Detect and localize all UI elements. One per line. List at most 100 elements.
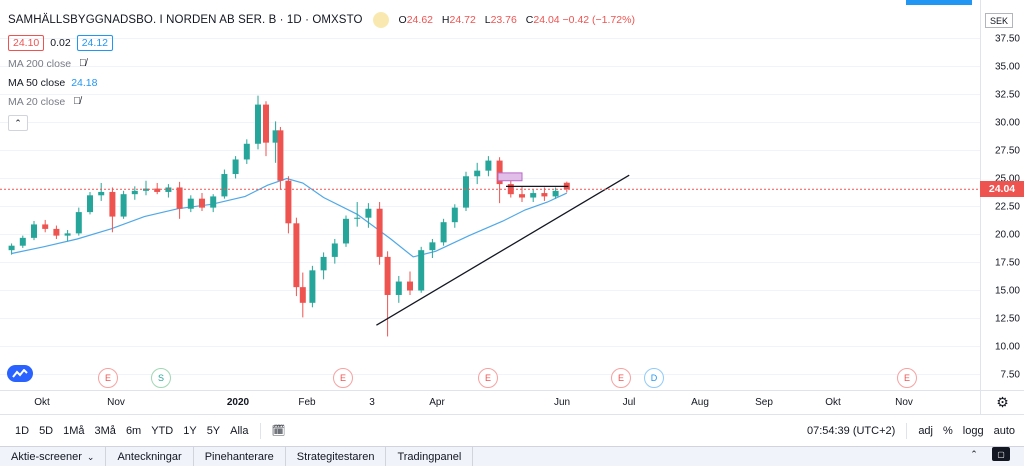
- tab-notes[interactable]: Anteckningar: [106, 447, 194, 466]
- candle-body: [376, 208, 383, 257]
- candle-body: [463, 176, 469, 208]
- earnings-marker[interactable]: E: [333, 368, 353, 388]
- range-6m-button[interactable]: 6m: [125, 424, 142, 437]
- split-marker[interactable]: S: [151, 368, 171, 388]
- bottom-toolbar: 1D 5D 1Må 3Må 6m YTD 1Y 5Y Alla 🗓 07:54:…: [0, 414, 1024, 446]
- currency-label[interactable]: SEK: [985, 13, 1013, 28]
- ohlc-close-label: C: [525, 13, 534, 26]
- eye-hidden-icon[interactable]: 👁̸: [79, 58, 87, 69]
- eye-hidden-icon[interactable]: 👁̸: [73, 96, 81, 107]
- candle-body: [98, 191, 105, 196]
- tab-pine-editor[interactable]: Pinehanterare: [194, 447, 286, 466]
- ohlc-open-value: 24.62: [406, 13, 433, 26]
- candle-body: [384, 256, 391, 295]
- candle-body: [64, 233, 71, 236]
- price-tick-label: 27.50: [994, 145, 1020, 156]
- time-tick-label: Aug: [691, 397, 709, 408]
- indicator-ma20[interactable]: MA 20 close 👁̸: [8, 92, 641, 111]
- indicator-name: MA 20 close: [8, 95, 66, 108]
- earnings-marker[interactable]: E: [897, 368, 917, 388]
- goto-date-icon[interactable]: 🗓: [271, 425, 286, 437]
- time-tick-label: Sep: [755, 397, 773, 408]
- tab-stock-screener[interactable]: Aktie-screener ⌄: [0, 447, 107, 466]
- symbol-title[interactable]: SAMHÄLLSBYGGNADSBO. I NORDEN AB SER. B ·…: [8, 13, 363, 26]
- candle-body: [221, 174, 228, 197]
- ohlc-values: O24.62 H24.72 L23.76 C24.04 −0.42 (−1.72…: [399, 14, 641, 26]
- price-tick-label: 32.50: [994, 89, 1020, 100]
- candle-body: [120, 194, 127, 217]
- log-toggle[interactable]: logg: [962, 424, 984, 437]
- ask-price[interactable]: 24.12: [76, 34, 113, 51]
- candle-body: [131, 190, 138, 195]
- candle-body: [541, 193, 548, 197]
- price-tick-label: 15.00: [994, 285, 1020, 296]
- ohlc-close-value: 24.04 −0.42 (−1.72%): [533, 13, 635, 26]
- candle-body: [354, 217, 361, 219]
- candle-body: [519, 194, 525, 198]
- chart-pane[interactable]: SAMHÄLLSBYGGNADSBO. I NORDEN AB SER. B ·…: [0, 0, 980, 390]
- candle-body: [451, 207, 458, 223]
- price-tick-label: 30.00: [994, 117, 1020, 128]
- candle-body: [507, 184, 514, 195]
- indicator-value: 24.18: [71, 76, 98, 89]
- candle-body: [19, 237, 26, 246]
- range-1d-button[interactable]: 1D: [15, 424, 30, 437]
- indicator-ma50[interactable]: MA 50 close 24.18: [8, 73, 641, 92]
- earnings-marker[interactable]: E: [98, 368, 118, 388]
- tab-strategy-tester[interactable]: Strategitestaren: [286, 447, 387, 466]
- price-tick-label: 17.50: [994, 257, 1020, 268]
- range-3m-button[interactable]: 3Må: [94, 424, 116, 437]
- candle-body: [87, 195, 93, 213]
- candle-body: [331, 243, 338, 257]
- candle-body: [407, 281, 413, 291]
- range-all-button[interactable]: Alla: [230, 424, 249, 437]
- adj-toggle[interactable]: adj: [918, 424, 933, 437]
- indicator-ma200[interactable]: MA 200 close 👁̸: [8, 54, 641, 73]
- ohlc-open-label: O: [398, 13, 407, 26]
- candle-body: [429, 242, 436, 251]
- candle-body: [53, 228, 60, 236]
- range-ytd-button[interactable]: YTD: [151, 424, 174, 437]
- earnings-marker[interactable]: E: [478, 368, 498, 388]
- toolbar-divider: [906, 422, 908, 439]
- last-price-label: 24.04: [980, 181, 1024, 198]
- candle-body: [299, 287, 306, 303]
- toolbar-divider: [259, 422, 261, 439]
- range-5d-button[interactable]: 5D: [39, 424, 54, 437]
- market-status-icon[interactable]: [372, 11, 389, 28]
- candle-body: [272, 130, 279, 143]
- bid-price[interactable]: 24.10: [8, 34, 45, 51]
- highlight-rectangle: [497, 172, 523, 182]
- ohlc-low-value: 23.76: [490, 13, 517, 26]
- candle-body: [485, 160, 492, 171]
- candle-body: [199, 198, 205, 208]
- ohlc-high-value: 24.72: [449, 13, 476, 26]
- collapse-legend-button[interactable]: ⌃: [8, 115, 28, 131]
- candle-body: [309, 270, 316, 303]
- range-1m-button[interactable]: 1Må: [63, 424, 85, 437]
- chart-legend: SAMHÄLLSBYGGNADSBO. I NORDEN AB SER. B ·…: [8, 10, 641, 131]
- price-tick-label: 22.50: [994, 201, 1020, 212]
- percent-toggle[interactable]: %: [943, 424, 953, 437]
- time-tick-label: Feb: [298, 397, 316, 408]
- candle-body: [255, 104, 261, 144]
- candle-body: [154, 188, 161, 192]
- price-tick-label: 7.50: [1000, 369, 1020, 380]
- clock-time[interactable]: 07:54:39 (UTC+2): [806, 424, 896, 437]
- candle-body: [285, 180, 292, 224]
- chevron-up-icon[interactable]: ⌃: [970, 448, 978, 459]
- ohlc-high-label: H: [441, 13, 450, 26]
- tradingview-logo-icon[interactable]: [7, 365, 33, 382]
- time-axis[interactable]: Okt Nov 2020 Feb 3 Apr Jun Jul Aug Sep Okt Nov: [0, 390, 980, 414]
- candle-body: [75, 212, 82, 234]
- chart-settings-icon[interactable]: ⚙: [980, 390, 1024, 414]
- candle-body: [187, 198, 194, 209]
- range-1y-button[interactable]: 1Y: [183, 424, 197, 437]
- auto-toggle[interactable]: auto: [993, 424, 1015, 437]
- maximize-panel-icon[interactable]: ▢: [992, 447, 1010, 461]
- earnings-marker[interactable]: E: [611, 368, 631, 388]
- tab-trading-panel[interactable]: Tradingpanel: [386, 447, 474, 466]
- range-5y-button[interactable]: 5Y: [206, 424, 221, 437]
- dividend-marker[interactable]: D: [644, 368, 664, 388]
- time-tick-label: Okt: [825, 397, 841, 408]
